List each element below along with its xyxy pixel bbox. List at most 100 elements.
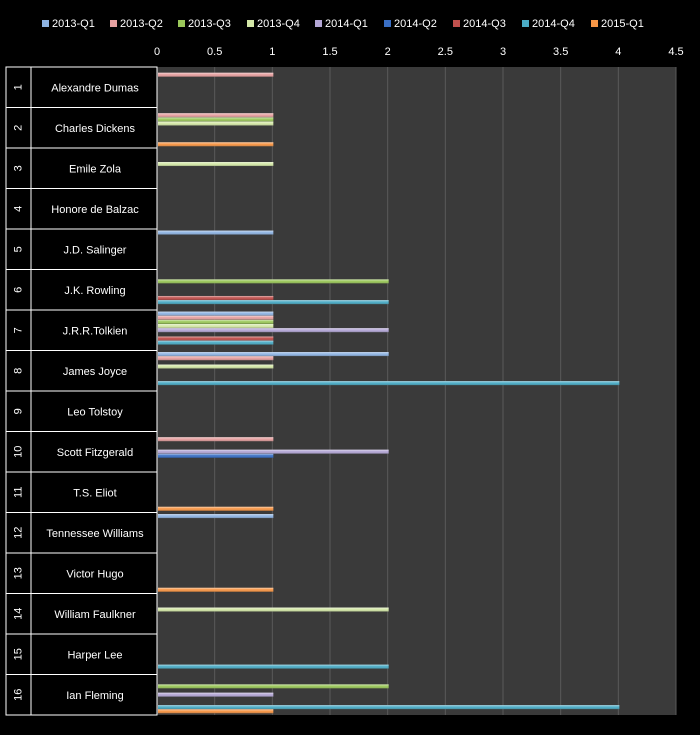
bar-highlight xyxy=(158,352,389,357)
bar xyxy=(158,142,274,147)
bar xyxy=(158,324,274,329)
bar-highlight xyxy=(158,692,274,697)
bar-highlight xyxy=(158,684,389,689)
bar xyxy=(158,162,274,167)
bar xyxy=(158,336,274,341)
legend-label: 2013-Q4 xyxy=(257,18,300,30)
bar xyxy=(158,319,274,324)
bar-highlight xyxy=(158,324,274,329)
category-label: Emile Zola xyxy=(69,163,122,175)
legend-item: 2013-Q4 xyxy=(247,18,300,30)
bar-highlight xyxy=(158,311,274,316)
legend-swatch xyxy=(110,20,117,27)
legend-label: 2014-Q3 xyxy=(463,18,506,30)
bar xyxy=(158,300,389,305)
category-index-label: 14 xyxy=(13,608,25,620)
bar xyxy=(158,230,274,235)
category-label: Leo Tolstoy xyxy=(67,406,123,418)
legend-label: 2014-Q4 xyxy=(532,18,575,30)
bar-highlight xyxy=(158,340,274,345)
category-label: Alexandre Dumas xyxy=(51,82,139,94)
category-index-label: 15 xyxy=(13,648,25,660)
bar-highlight xyxy=(158,705,620,710)
category-label: Victor Hugo xyxy=(66,568,123,580)
legend-item: 2014-Q1 xyxy=(315,18,368,30)
bar-highlight xyxy=(158,72,274,77)
bar xyxy=(158,705,620,710)
bar-highlight xyxy=(158,664,389,669)
bar xyxy=(158,356,274,361)
category-index-label: 16 xyxy=(13,689,25,701)
bar xyxy=(158,684,389,689)
category-label: Charles Dickens xyxy=(55,123,136,135)
legend-item: 2015-Q1 xyxy=(591,18,644,30)
legend-item: 2014-Q3 xyxy=(453,18,506,30)
bar xyxy=(158,295,274,300)
bar xyxy=(158,117,274,122)
bar-highlight xyxy=(158,449,389,454)
bar-highlight xyxy=(158,336,274,341)
bar-highlight xyxy=(158,142,274,147)
bar xyxy=(158,449,389,454)
legend-swatch xyxy=(522,20,529,27)
category-index-label: 11 xyxy=(13,487,25,498)
bar-highlight xyxy=(158,315,274,320)
bar xyxy=(158,506,274,511)
legend-item: 2013-Q3 xyxy=(178,18,231,30)
category-label: Scott Fitzgerald xyxy=(57,447,133,459)
bar xyxy=(158,607,389,612)
bar-highlight xyxy=(158,453,274,458)
bar xyxy=(158,113,274,118)
bar xyxy=(158,664,389,669)
legend-item: 2013-Q2 xyxy=(110,18,163,30)
bar-highlight xyxy=(158,113,274,118)
bar xyxy=(158,311,274,316)
category-label: William Faulkner xyxy=(54,609,136,621)
x-tick-label: 3.5 xyxy=(553,46,568,58)
bar-highlight xyxy=(158,328,389,333)
bars xyxy=(158,72,620,714)
category-index-label: 6 xyxy=(13,287,25,293)
bar-highlight xyxy=(158,121,274,126)
bar xyxy=(158,72,274,77)
bar xyxy=(158,315,274,320)
category-label: J.R.R.Tolkien xyxy=(63,325,128,337)
bar-highlight xyxy=(158,381,620,386)
bar xyxy=(158,381,620,386)
bar-highlight xyxy=(158,117,274,122)
x-tick-label: 3 xyxy=(500,46,506,58)
category-index-label: 9 xyxy=(13,408,25,414)
plot-area xyxy=(157,67,676,715)
legend-item: 2014-Q4 xyxy=(522,18,575,30)
category-index-label: 4 xyxy=(13,206,25,212)
category-index-label: 1 xyxy=(13,84,25,90)
legend-swatch xyxy=(42,20,49,27)
legend: 2013-Q1 2013-Q2 2013-Q3 2013-Q4 2014-Q1 2014-… xyxy=(42,18,644,30)
category-index-label: 10 xyxy=(13,446,25,458)
bar-highlight xyxy=(158,364,274,369)
bar xyxy=(158,340,274,345)
bar xyxy=(158,453,274,458)
legend-swatch xyxy=(591,20,598,27)
bar-highlight xyxy=(158,607,389,612)
category-label: Ian Fleming xyxy=(66,690,123,702)
bar xyxy=(158,514,274,519)
bar xyxy=(158,587,274,592)
legend-label: 2013-Q1 xyxy=(52,18,95,30)
legend-swatch xyxy=(384,20,391,27)
legend-swatch xyxy=(178,20,185,27)
category-label: J.D. Salinger xyxy=(64,244,127,256)
bar-highlight xyxy=(158,279,389,284)
bar-highlight xyxy=(158,437,274,442)
legend-swatch xyxy=(247,20,254,27)
bar xyxy=(158,692,274,697)
x-tick-label: 0.5 xyxy=(207,46,222,58)
bar xyxy=(158,279,389,284)
x-axis-tick-labels: 0 0.5 1 1.5 2 2.5 3 3.5 4 4.5 xyxy=(154,46,684,58)
bar-highlight xyxy=(158,295,274,300)
category-label: Tennessee Williams xyxy=(46,528,144,540)
bar-highlight xyxy=(158,514,274,519)
category-index-label: 5 xyxy=(13,246,25,252)
category-label: T.S. Eliot xyxy=(73,487,116,499)
